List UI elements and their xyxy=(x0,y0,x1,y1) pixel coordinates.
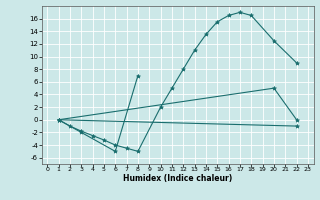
X-axis label: Humidex (Indice chaleur): Humidex (Indice chaleur) xyxy=(123,174,232,183)
